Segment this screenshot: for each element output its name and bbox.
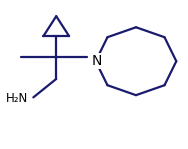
Text: N: N — [91, 54, 102, 68]
Text: H₂N: H₂N — [6, 92, 28, 105]
